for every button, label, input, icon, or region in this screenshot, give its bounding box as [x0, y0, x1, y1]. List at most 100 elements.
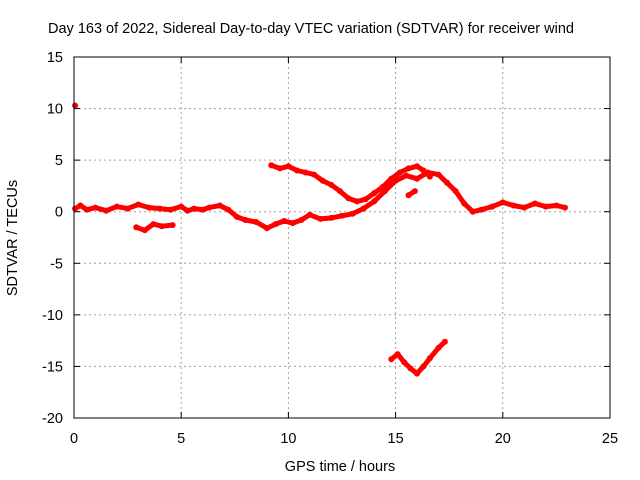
data-point [349, 210, 356, 217]
data-point [403, 172, 410, 179]
y-tick-label: -5 [50, 256, 63, 272]
x-tick-label: 15 [388, 431, 404, 447]
data-point [452, 188, 459, 195]
data-point [553, 202, 560, 209]
data-point [72, 205, 79, 212]
data-point [489, 203, 496, 210]
data-point [133, 224, 140, 231]
data-point [478, 206, 485, 213]
data-point [354, 198, 360, 205]
data-point [264, 225, 270, 232]
data-point [141, 227, 148, 234]
data-point [420, 167, 427, 174]
data-point [405, 192, 412, 199]
data-point [435, 344, 442, 351]
data-point [150, 221, 157, 228]
data-point [510, 202, 517, 209]
data-point [294, 167, 300, 174]
data-point [461, 200, 468, 207]
y-tick-label: 15 [47, 50, 63, 66]
data-point [216, 202, 223, 209]
y-tick-label: 10 [47, 102, 63, 118]
data-point [414, 175, 420, 182]
y-tick-label: -10 [42, 308, 63, 324]
y-tick-label: -15 [42, 359, 63, 375]
series-upper-track [268, 162, 433, 205]
data-point [199, 206, 206, 213]
data-point [339, 212, 345, 219]
grid [74, 57, 610, 418]
data-point [289, 220, 296, 227]
data-point [328, 181, 335, 188]
series-lower-short-track [133, 221, 176, 234]
data-point [272, 221, 279, 228]
data-point [407, 365, 414, 372]
data-point [420, 363, 427, 370]
data-point [401, 359, 408, 366]
data-point [441, 338, 448, 345]
data-point [411, 188, 418, 195]
x-tick-label: 25 [602, 431, 618, 447]
series-layer [72, 102, 568, 377]
series-main-track [72, 169, 568, 232]
data-point [83, 206, 90, 213]
y-tick-labels: -20 -15 -10 -5 0 5 10 15 [42, 50, 63, 427]
data-point [542, 203, 549, 210]
x-tick-label: 0 [70, 431, 78, 447]
data-point [360, 205, 367, 212]
data-point [146, 204, 152, 211]
data-point [426, 173, 433, 180]
data-point [521, 204, 528, 211]
x-tick-labels: 0 5 10 15 20 25 [70, 431, 618, 447]
x-tick-label: 20 [495, 431, 511, 447]
data-point [499, 199, 506, 206]
data-point [156, 205, 163, 212]
data-point [169, 222, 176, 229]
data-point [285, 163, 292, 170]
data-point [396, 169, 403, 176]
data-point [394, 351, 401, 358]
y-tick-label: -20 [42, 411, 63, 427]
data-point [405, 165, 412, 172]
data-point [77, 202, 84, 209]
data-point [379, 184, 386, 190]
data-point [233, 213, 240, 220]
data-point [92, 204, 99, 211]
data-point [225, 206, 232, 213]
data-point [281, 218, 288, 224]
data-point [103, 207, 110, 214]
data-point [426, 355, 433, 362]
data-point [362, 196, 369, 203]
data-point [532, 200, 538, 207]
data-point [167, 206, 174, 213]
chart-title: Day 163 of 2022, Sidereal Day-to-day VTE… [48, 21, 574, 37]
data-point [317, 215, 324, 222]
series-outlier-track [388, 338, 448, 377]
data-point [562, 204, 568, 211]
series-isolated-point [72, 102, 79, 109]
data-point [311, 171, 318, 178]
data-point [306, 211, 313, 218]
x-axis-label: GPS time / hours [285, 459, 395, 475]
data-point [124, 205, 131, 212]
data-point [444, 179, 451, 186]
data-point [298, 217, 305, 223]
series-line [72, 170, 568, 231]
data-point [178, 203, 185, 210]
data-point [414, 163, 420, 170]
data-point [414, 370, 420, 377]
y-axis-label: SDTVAR / TECUs [5, 180, 21, 296]
data-point [113, 203, 120, 210]
data-point [184, 207, 191, 214]
x-tick-label: 5 [177, 431, 185, 447]
y-tick-label: 0 [55, 205, 63, 221]
y-tick-label: 5 [55, 153, 63, 169]
data-point [435, 171, 442, 178]
data-point [242, 217, 249, 223]
data-point [336, 188, 343, 195]
data-point [72, 102, 79, 109]
data-point [319, 177, 326, 184]
data-point [253, 219, 260, 225]
